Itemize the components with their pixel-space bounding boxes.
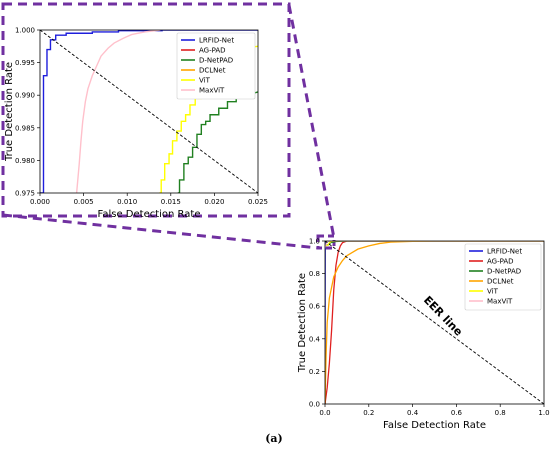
- main-series-vit: [325, 241, 544, 247]
- main-legend: LRFID-Net AG-PAD D-NetPAD DCLNet ViT MaxViT: [464, 243, 542, 311]
- zoom-connector-top: [287, 4, 336, 239]
- main-legend-entry: DCLNet: [487, 278, 514, 286]
- inset-ytick-label: 0.995: [15, 59, 35, 67]
- main-axes-frame: [324, 240, 545, 405]
- inset-legend-entry: D-NetPAD: [199, 57, 233, 65]
- main-xtick-label: 0.0: [319, 409, 330, 417]
- main-ytick-label: 0.0: [309, 401, 320, 409]
- main-ytick-label: 0.8: [309, 270, 320, 278]
- main-series-ag-pad: [325, 241, 544, 404]
- zoom-connector-bottom: [2, 213, 319, 250]
- inset-xtick-label: 0.000: [30, 198, 50, 206]
- inset-ytick-label: 0.985: [15, 124, 35, 132]
- main-legend-entry: ViT: [487, 288, 499, 296]
- inset-legend-entry: ViT: [199, 77, 211, 85]
- main-ytick-label: 0.2: [309, 368, 320, 376]
- main-xtick-label: 0.4: [407, 409, 419, 417]
- inset-axes-frame: [39, 29, 259, 194]
- main-ytick-label: 1.0: [309, 238, 320, 246]
- main-legend-entry: LRFID-Net: [487, 248, 522, 256]
- main-xtick-label: 1.0: [538, 409, 549, 417]
- inset-series-maxvit: [75, 30, 161, 193]
- inset-legend-entry: AG-PAD: [199, 47, 226, 55]
- main-legend-entry: AG-PAD: [487, 258, 514, 266]
- inset-legend: LRFID-Net AG-PAD D-NetPAD DCLNet ViT MaxViT: [176, 32, 256, 100]
- eer-line-annotation: EER line: [421, 294, 465, 339]
- inset-xtick-label: 0.005: [74, 198, 94, 206]
- figure-caption: (a): [265, 432, 283, 445]
- inset-legend-box: [176, 32, 256, 100]
- main-ytick-label: 0.4: [309, 335, 321, 343]
- inset-eer-line: [40, 30, 258, 193]
- main-chart: 0.0 0.2 0.4 0.6 0.8 1.0 0.0 0.2 0.4 0.6 0.8 1.0 Fals…: [297, 238, 550, 432]
- zoom-connectors: [2, 4, 336, 250]
- inset-ytick-label: 0.980: [15, 157, 35, 165]
- inset-ytick-label: 0.975: [15, 190, 35, 198]
- main-y-axis-label: True Detection Rate: [297, 273, 308, 373]
- inset-legend-entry: MaxViT: [199, 87, 225, 95]
- inset-y-axis-label: True Detection Rate: [4, 62, 15, 162]
- inset-zoom-frame: [1, 2, 291, 218]
- inset-x-axis-label: False Detection Rate: [98, 209, 201, 220]
- main-legend-entry: D-NetPAD: [487, 268, 521, 276]
- main-x-axis-label: False Detection Rate: [383, 420, 486, 431]
- inset-xtick-label: 0.010: [117, 198, 137, 206]
- main-legend-entry: MaxViT: [487, 298, 513, 306]
- inset-xtick-label: 0.015: [161, 198, 181, 206]
- inset-xtick-label: 0.020: [204, 198, 224, 206]
- inset-legend-entry: LRFID-Net: [199, 37, 234, 45]
- inset-series-d-netpad: [177, 91, 258, 193]
- inset-ytick-label: 1.000: [15, 27, 35, 35]
- main-eer-line: [325, 241, 544, 404]
- main-xtick-label: 0.6: [451, 409, 463, 417]
- inset-series-lrfid-net: [40, 30, 258, 193]
- main-legend-box: [464, 243, 542, 311]
- inset-xtick-label: 0.025: [248, 198, 268, 206]
- main-xtick-label: 0.8: [495, 409, 506, 417]
- main-series-maxvit: [325, 241, 544, 248]
- inset-legend-entry: DCLNet: [199, 67, 226, 75]
- main-xtick-label: 0.2: [363, 409, 374, 417]
- main-ytick-label: 0.6: [309, 303, 321, 311]
- inset-chart: 0.000 0.005 0.010 0.015 0.020 0.025 0.975 0.980…: [4, 27, 268, 221]
- inset-ytick-label: 0.990: [15, 92, 35, 100]
